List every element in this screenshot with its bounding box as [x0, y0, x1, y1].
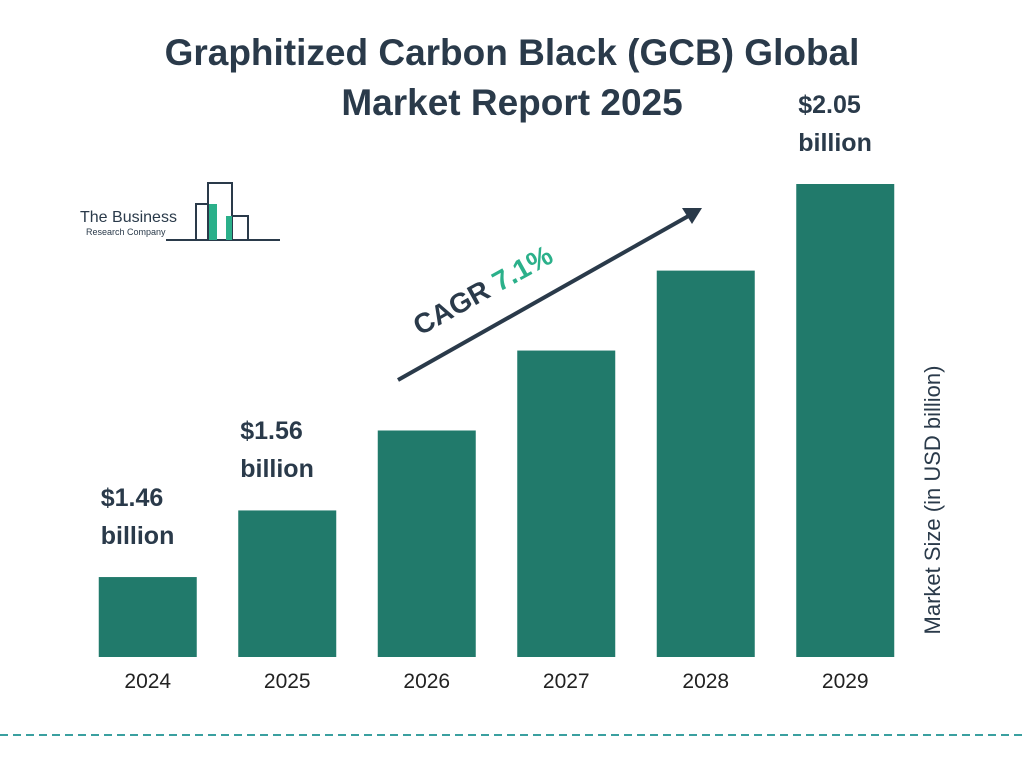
- x-tick-label: 2025: [264, 670, 311, 693]
- x-tick-label: 2026: [403, 670, 450, 693]
- bar: [238, 510, 337, 657]
- value-label: $2.05 billion: [798, 91, 872, 157]
- x-tick-label: 2028: [682, 670, 729, 693]
- value-label: $1.46 billion: [100, 484, 175, 551]
- logo-line1: The Business: [80, 209, 177, 226]
- cagr-arrow: [397, 212, 693, 382]
- value-label: $1.56 billion: [240, 417, 314, 484]
- logo: The Business Research Company: [80, 182, 280, 241]
- x-tick-label: 2027: [543, 670, 590, 693]
- chart-title: Graphitized Carbon Black (GCB) Global Ma…: [164, 32, 860, 123]
- x-tick-label: 2024: [124, 670, 171, 693]
- bar: [517, 350, 616, 657]
- bar: [796, 184, 895, 657]
- bar: [98, 577, 197, 657]
- cagr: CAGR7.1%: [408, 239, 558, 341]
- y-axis-label: Market Size (in USD billion): [920, 366, 945, 635]
- arrow-head: [682, 208, 702, 224]
- cagr-value: 7.1%: [487, 239, 558, 297]
- logo-line2: Research Company: [86, 227, 166, 237]
- bar: [377, 430, 476, 657]
- x-tick-label: 2029: [822, 670, 869, 693]
- bar: [656, 270, 755, 657]
